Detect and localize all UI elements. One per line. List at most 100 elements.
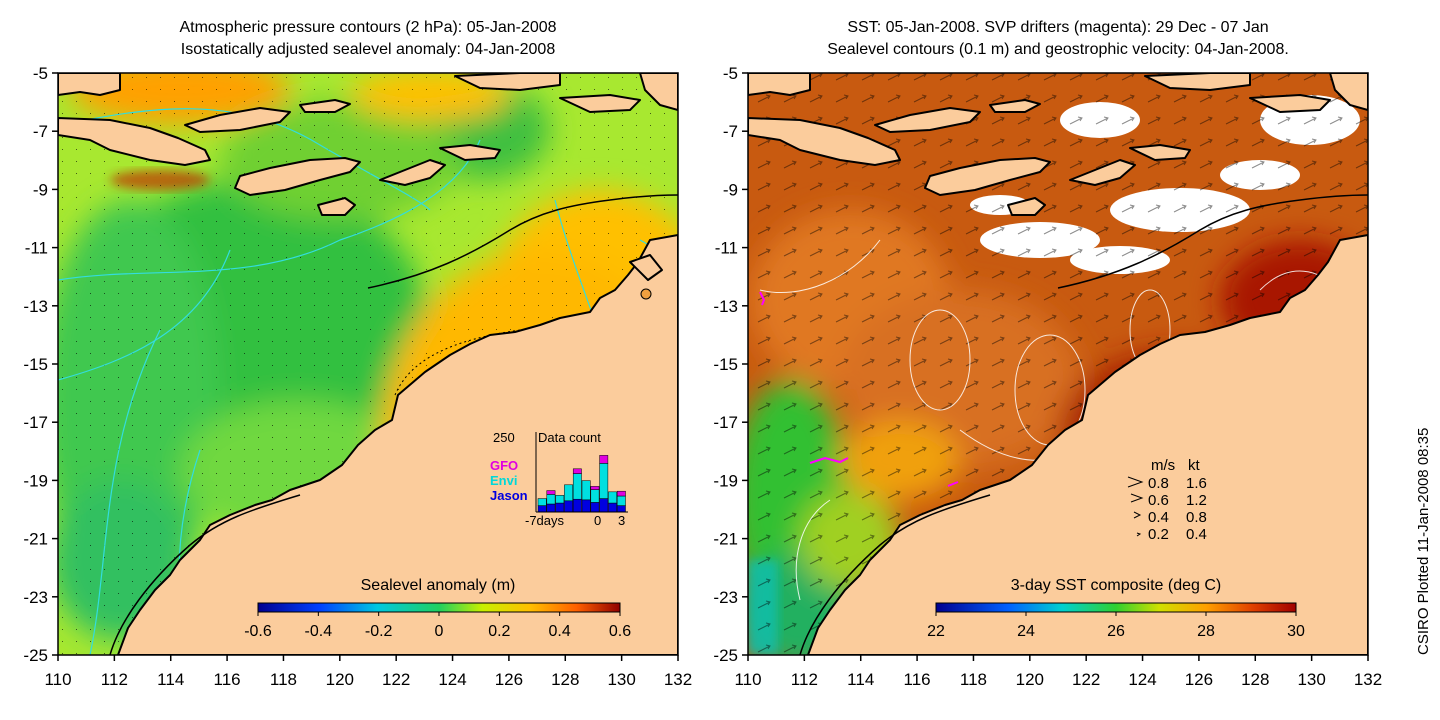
velocity-legend-ms-3: 0.2 [1148, 526, 1169, 543]
right-lat-tick-label: -13 [713, 297, 738, 316]
right-lat-tick-label: -17 [713, 413, 738, 432]
left-colorbar-tick-label: 0.2 [488, 623, 510, 640]
right-lon-tick-label: 110 [734, 670, 761, 689]
left-lon-tick-label: 124 [438, 670, 466, 689]
left-title-line1: Atmospheric pressure contours (2 hPa): 0… [179, 19, 557, 36]
inset-title: Data count [538, 430, 601, 445]
inset-legend-gfo: GFO [490, 458, 518, 473]
right-colorbar-tick-label: 28 [1197, 623, 1215, 640]
left-lon-tick-label: 116 [214, 670, 241, 689]
inset-bar-jason [608, 502, 617, 513]
left-lat-tick-label: -15 [23, 355, 48, 374]
right-title-line2: Sealevel contours (0.1 m) and geostrophi… [827, 41, 1289, 58]
velocity-legend-ms-0: 0.8 [1148, 475, 1169, 492]
left-lat-tick-label: -11 [25, 239, 48, 258]
inset-bar-jason [599, 498, 609, 513]
inset-bar-envi [555, 495, 565, 504]
left-colorbar-tick-label: -0.4 [305, 623, 333, 640]
right-lon-tick-label: 112 [791, 670, 818, 689]
inset-bar-gfo [590, 486, 600, 490]
left-lon-tick-label: 110 [44, 670, 71, 689]
right-axes: 110 112 114 116 118 120 122 124 126 128 130 132 -5 -7… [713, 64, 1382, 689]
inset-bar-jason [537, 505, 547, 513]
inset-bar-envi [608, 491, 617, 504]
left-lon-tick-label: 118 [270, 670, 297, 689]
inset-bar-envi [564, 484, 573, 502]
right-lat-tick-label: -9 [723, 180, 738, 199]
left-colorbar-ticks: -0.6 -0.4 -0.2 0 0.2 0.4 0.6 [244, 612, 631, 640]
left-colorbar-label: Sealevel anomaly (m) [361, 577, 516, 594]
left-lat-tick-label: -7 [33, 122, 48, 141]
left-lon-tick-label: 122 [382, 670, 410, 689]
right-lon-tick-label: 114 [847, 670, 874, 689]
inset-bar-jason [546, 503, 556, 513]
right-lon-tick-label: 120 [1016, 670, 1044, 689]
left-lon-tick-label: 112 [101, 670, 128, 689]
velocity-legend-header-kt: kt [1188, 457, 1201, 474]
right-lon-tick-label: 116 [904, 670, 931, 689]
velocity-legend-kt-3: 0.4 [1186, 526, 1207, 543]
right-title-line1: SST: 05-Jan-2008. SVP drifters (magenta)… [847, 19, 1269, 36]
left-lon-tick-label: 130 [607, 670, 635, 689]
left-lon-tick-label: 128 [551, 670, 579, 689]
inset-legend-envi: Envi [490, 473, 517, 488]
velocity-legend-ms-1: 0.6 [1148, 492, 1169, 509]
right-colorbar-tick-label: 22 [927, 623, 945, 640]
right-colorbar-tick-label: 26 [1107, 623, 1125, 640]
left-lat-tick-label: -25 [23, 646, 48, 665]
velocity-legend-kt-2: 0.8 [1186, 509, 1207, 526]
velocity-legend-kt-0: 1.6 [1186, 475, 1207, 492]
left-colorbar-tick-label: -0.6 [244, 623, 272, 640]
left-lat-tick-label: -9 [33, 180, 48, 199]
inset-bar-gfo [572, 468, 582, 474]
credit-text: CSIRO Plotted 11-Jan-2008 08:35 [1415, 427, 1432, 655]
inset-bar-envi [590, 489, 600, 503]
right-lon-tick-label: 118 [960, 670, 987, 689]
velocity-legend-ms-2: 0.4 [1148, 509, 1169, 526]
right-colorbar-tick-label: 30 [1287, 623, 1305, 640]
left-colorbar-tick-label: 0 [435, 623, 444, 640]
inset-bar-jason [564, 500, 573, 513]
inset-bar-gfo [546, 490, 556, 495]
left-land [58, 73, 678, 655]
right-lat-tick-label: -5 [723, 64, 738, 83]
left-colorbar-tick-label: 0.6 [609, 623, 631, 640]
inset-x-label-zero: 0 [594, 513, 601, 528]
right-lon-tick-label: 130 [1297, 670, 1325, 689]
inset-bar-jason [555, 502, 565, 513]
inset-x-label-start: -7days [525, 513, 565, 528]
left-map [58, 73, 678, 655]
left-lon-tick-label: 132 [664, 670, 692, 689]
right-lon-tick-label: 126 [1185, 670, 1213, 689]
left-lat-tick-label: -19 [23, 471, 48, 490]
right-lat-tick-label: -23 [713, 588, 738, 607]
velocity-legend: m/s kt 0.8 1.6 0.6 1.2 0.4 0.8 0.2 0.4 [1127, 457, 1207, 543]
inset-bar-gfo [599, 455, 609, 464]
left-lat-tick-label: -21 [23, 530, 48, 549]
inset-bar-gfo [616, 490, 626, 497]
right-lat-tick-label: -25 [713, 646, 738, 665]
velocity-legend-header-ms: m/s [1151, 457, 1175, 474]
left-lon-tick-label: 114 [157, 670, 184, 689]
right-lat-tick-label: -11 [715, 239, 738, 258]
right-lat-tick-label: -19 [713, 471, 738, 490]
svp-drifter-tracks [759, 291, 959, 487]
inset-bar-jason [590, 502, 600, 513]
left-colorbar [257, 602, 621, 613]
left-lat-tick-label: -17 [23, 413, 48, 432]
right-lat-tick-label: -7 [723, 122, 738, 141]
inset-bar-envi [572, 473, 582, 500]
right-colorbar-ticks: 22 24 26 28 30 [927, 612, 1305, 640]
inset-bar-envi [616, 495, 626, 506]
inset-bar-jason [581, 499, 591, 513]
velocity-legend-kt-1: 1.2 [1186, 492, 1207, 509]
inset-bar-envi [599, 463, 609, 499]
right-lon-tick-label: 124 [1128, 670, 1156, 689]
inset-x-label-end: 3 [618, 513, 625, 528]
inset-bars [537, 455, 626, 513]
inset-bar-envi [546, 494, 556, 505]
inset-bar-jason [572, 498, 582, 513]
left-lat-tick-label: -13 [23, 297, 48, 316]
right-lon-tick-label: 122 [1072, 670, 1100, 689]
